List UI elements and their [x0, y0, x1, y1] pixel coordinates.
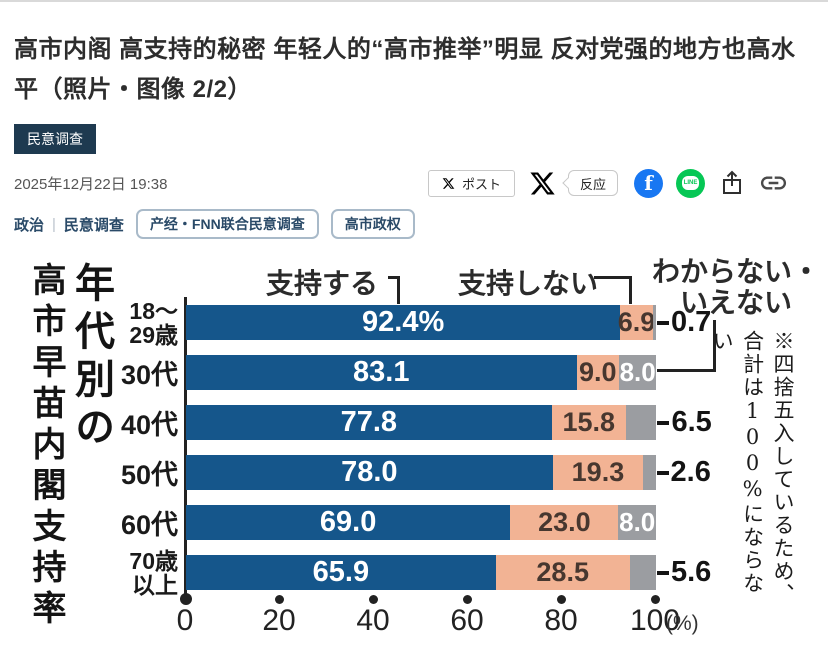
tag-pill-takaichi[interactable]: 高市政权	[330, 209, 415, 239]
x-tick-40: 40	[356, 604, 390, 637]
breadcrumb-politics[interactable]: 政治	[14, 216, 45, 234]
facebook-icon[interactable]: f	[634, 168, 664, 198]
unknown-segment	[643, 455, 656, 490]
oppose-segment: 15.8	[551, 405, 626, 440]
bubble-tail	[562, 177, 574, 189]
oppose-segment: 6.9	[618, 305, 655, 340]
support-segment: 92.4%	[186, 305, 621, 340]
legend-oppose: 支持しない	[458, 268, 599, 299]
x-post-button[interactable]: ポスト	[428, 169, 516, 197]
rounding-note: ※四捨五入しているため、合計は100%にならない	[710, 330, 795, 606]
oppose-segment: 23.0	[510, 505, 619, 540]
chart-row-60s: 60代 69.0 23.0 8.0	[96, 505, 656, 540]
chart-title-approval: 高市早苗内閣支持率	[27, 262, 65, 631]
support-segment: 77.8	[186, 405, 552, 440]
outside-value: 2.6	[656, 455, 711, 490]
legend-unknown: わからない・いえない	[651, 256, 820, 318]
axis-dot	[369, 595, 378, 604]
x-axis-unit: (%)	[666, 612, 699, 635]
unknown-segment: 8.0	[618, 355, 657, 390]
axis-dot	[557, 595, 566, 604]
x-tick-80: 80	[544, 604, 578, 637]
line-bubble: LINE	[682, 176, 700, 190]
link-icon[interactable]	[759, 173, 788, 193]
chart-row-70plus: 70歳 以上 65.9 28.5 5.6	[96, 549, 711, 597]
tag-pill-fnn-poll[interactable]: 产经・FNN联合民意调查	[135, 209, 319, 239]
outside-value: 5.6	[656, 555, 711, 590]
tags-row: 政治 | 民意调查 产经・FNN联合民意调查 高市政权	[14, 209, 415, 239]
age-label: 70歳 以上	[129, 547, 178, 598]
x-tick-100: 100	[629, 604, 681, 637]
outside-value: 6.5	[657, 405, 712, 440]
category-badge[interactable]: 民意调查	[14, 124, 96, 154]
support-segment: 65.9	[186, 555, 496, 590]
axis-dot	[463, 595, 472, 604]
oppose-segment: 9.0	[576, 355, 619, 390]
react-button[interactable]: 反应	[562, 170, 619, 196]
chart-figure[interactable]: 年代別の 高市早苗内閣支持率 支持する 支持しない わからない・いえない 18～…	[0, 254, 828, 650]
x-tick-20: 20	[262, 604, 296, 637]
breadcrumb-poll[interactable]: 民意调查	[63, 216, 124, 234]
age-label: 40代	[120, 410, 178, 440]
chart-row-18-29: 18～ 29歳 92.4% 6.9 0.7	[96, 299, 711, 347]
line-icon[interactable]: LINE	[676, 168, 706, 198]
x-tick-0: 0	[176, 604, 194, 637]
page-title: 高市内阁 高支持的秘密 年轻人的“高市推举”明显 反对党强的地方也高水平（照片・…	[14, 36, 796, 103]
legend-connector-oppose	[594, 276, 632, 304]
chart-row-40s: 40代 77.8 15.8 6.5	[96, 405, 712, 440]
y-axis-line	[184, 297, 187, 599]
support-segment: 78.0	[186, 455, 553, 490]
chart-row-30s: 30代 83.1 9.0 8.0	[96, 355, 657, 390]
legend-connector-unknown	[657, 320, 716, 372]
outside-value: 0.7	[656, 305, 711, 340]
age-label: 30代	[120, 360, 178, 390]
unknown-segment: 8.0	[618, 505, 656, 540]
x-post-label: ポスト	[462, 176, 502, 192]
age-label: 60代	[120, 510, 178, 540]
legend-connector-support	[388, 276, 400, 304]
tag-separator: |	[52, 215, 56, 233]
x-logo-icon[interactable]	[529, 170, 556, 197]
unknown-segment	[629, 555, 656, 590]
unknown-segment	[652, 305, 656, 340]
chart-row-50s: 50代 78.0 19.3 2.6	[96, 455, 711, 490]
chart-title-by-age: 年代別の	[69, 262, 113, 454]
oppose-segment: 28.5	[495, 555, 630, 590]
support-segment: 69.0	[186, 505, 511, 540]
unknown-segment	[625, 405, 657, 440]
share-icon[interactable]	[720, 170, 744, 197]
age-label: 50代	[120, 460, 178, 490]
oppose-segment: 19.3	[552, 455, 644, 490]
age-label: 18～ 29歳	[129, 297, 178, 348]
legend-support: 支持する	[266, 268, 379, 299]
axis-dot	[651, 595, 660, 604]
axis-dot	[275, 595, 284, 604]
axis-dot	[180, 593, 192, 605]
support-segment: 83.1	[186, 355, 577, 390]
publish-date: 2025年12月22日 19:38	[14, 176, 168, 193]
x-tick-60: 60	[450, 604, 484, 637]
share-toolbar: ポスト 反应 f LINE	[428, 166, 788, 200]
x-icon	[442, 177, 455, 189]
react-label: 反应	[580, 176, 607, 192]
